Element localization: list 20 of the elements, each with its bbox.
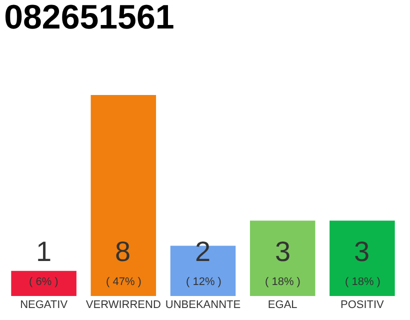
x-tick-label: POSITIV bbox=[340, 299, 385, 311]
annotation: ( 18% ) bbox=[265, 276, 300, 288]
data-label: 2 bbox=[195, 236, 211, 267]
data-label: 3 bbox=[354, 236, 370, 267]
bar bbox=[330, 220, 395, 296]
bar bbox=[90, 95, 156, 296]
annotation: ( 47% ) bbox=[106, 276, 142, 288]
x-tick-label: NEGATIV bbox=[20, 299, 68, 311]
bar bbox=[11, 270, 76, 296]
x-tick-label: EGAL bbox=[268, 299, 298, 311]
data-label: 3 bbox=[275, 236, 291, 267]
data-label: 1 bbox=[36, 236, 52, 267]
x-tick-label: VERWIRREND bbox=[86, 299, 161, 311]
annotation: ( 18% ) bbox=[345, 276, 380, 288]
annotation: ( 6% ) bbox=[29, 276, 58, 288]
x-tick-label: UNBEKANNTE bbox=[165, 299, 241, 311]
annotation: ( 12% ) bbox=[186, 276, 222, 288]
bar bbox=[250, 220, 316, 296]
data-label: 8 bbox=[115, 236, 131, 267]
chart-title: 082651561 bbox=[4, 0, 174, 37]
